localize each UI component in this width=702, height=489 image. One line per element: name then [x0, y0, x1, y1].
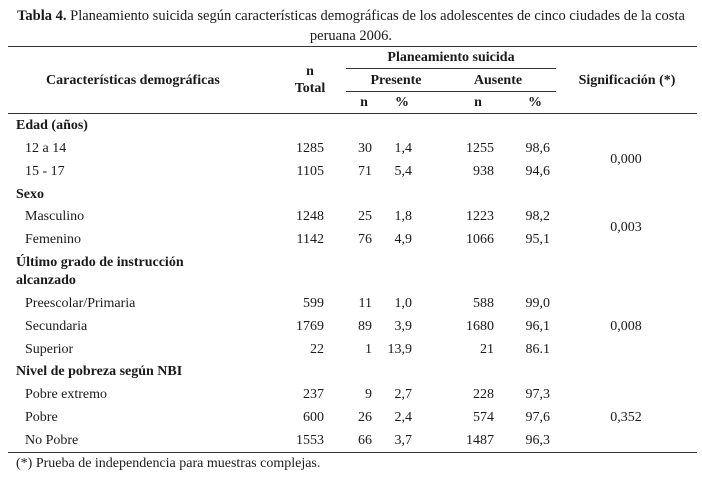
row-total: 1285 — [296, 141, 324, 156]
header-significance: Significación (*) — [578, 73, 676, 88]
row-label: Femenino — [25, 232, 81, 247]
header-n: n — [306, 64, 314, 79]
row-present-pct: 5,4 — [394, 164, 413, 179]
row-present-pct: 1,0 — [394, 296, 413, 311]
row-present-n: 11 — [358, 296, 372, 311]
row-present-n: 30 — [358, 141, 372, 156]
row-total: 1248 — [296, 209, 324, 224]
row-absent-n: 1223 — [466, 209, 494, 224]
row-label: Preescolar/Primaria — [25, 296, 136, 311]
row-absent-pct: 98,6 — [525, 141, 551, 156]
row-absent-pct: 96,1 — [525, 319, 551, 334]
row-present-pct: 1,4 — [394, 141, 413, 156]
row-absent-n: 588 — [473, 296, 494, 311]
row-label: Pobre — [25, 410, 58, 425]
significance-value-sexo: 0,003 — [610, 220, 642, 235]
row-label: Superior — [25, 342, 74, 357]
row-absent-pct: 99,0 — [525, 296, 551, 311]
row-absent-pct: 95,1 — [525, 232, 551, 247]
row-present-n: 1 — [365, 342, 372, 357]
subheader-present-pct: % — [395, 95, 409, 110]
row-absent-pct: 97,6 — [525, 410, 551, 425]
row-absent-n: 1680 — [466, 319, 494, 334]
row-present-n: 66 — [358, 433, 372, 448]
row-absent-n: 21 — [480, 342, 494, 357]
row-present-pct: 2,7 — [394, 387, 413, 402]
row-absent-pct: 97,3 — [525, 387, 551, 402]
row-absent-pct: 98,2 — [525, 209, 551, 224]
subheader-present-n: n — [360, 95, 368, 110]
subheader-absent-n: n — [474, 95, 482, 110]
row-total: 1553 — [296, 433, 324, 448]
row-label: 15 - 17 — [25, 164, 65, 179]
row-present-n: 26 — [358, 410, 372, 425]
header-present: Presente — [370, 73, 422, 88]
row-label: No Pobre — [25, 433, 79, 448]
row-label: Secundaria — [25, 319, 88, 334]
row-present-n: 71 — [358, 164, 372, 179]
row-total: 600 — [303, 410, 324, 425]
row-present-n: 89 — [358, 319, 372, 334]
row-absent-n: 1066 — [466, 232, 494, 247]
row-total: 1105 — [296, 164, 324, 179]
header-planning: Planeamiento suicida — [387, 50, 515, 65]
row-label: Masculino — [25, 209, 85, 224]
group-title-edad: Edad (años) — [16, 118, 88, 133]
header-rule — [8, 113, 697, 114]
header-characteristics: Características demográficas — [46, 73, 220, 88]
row-absent-n: 1487 — [466, 433, 494, 448]
header-absent: Ausente — [473, 73, 523, 88]
row-absent-n: 1255 — [466, 141, 494, 156]
row-total: 237 — [303, 387, 324, 402]
caption-text: Planeamiento suicida según característic… — [66, 8, 685, 44]
row-total: 22 — [310, 342, 324, 357]
row-present-n: 76 — [358, 232, 372, 247]
table-caption: Tabla 4. Planeamiento suicida según cara… — [8, 6, 694, 46]
row-absent-pct: 86.1 — [525, 342, 551, 357]
subheader-absent-pct: % — [528, 95, 542, 110]
significance-value-instruccion: 0,008 — [610, 319, 642, 334]
row-present-pct: 13,9 — [387, 342, 413, 357]
group-title-sexo: Sexo — [16, 187, 44, 202]
row-absent-n: 228 — [473, 387, 494, 402]
row-absent-n: 938 — [473, 164, 494, 179]
row-present-pct: 3,9 — [394, 319, 413, 334]
group-title-instruccion-cont: alcanzado — [16, 273, 76, 288]
row-label: Pobre extremo — [25, 387, 108, 402]
caption-label: Tabla 4. — [17, 8, 67, 24]
row-total: 1769 — [296, 319, 324, 334]
row-present-pct: 4,9 — [394, 232, 413, 247]
row-present-pct: 3,7 — [394, 433, 413, 448]
header-total: Total — [294, 81, 326, 96]
bottom-rule — [8, 452, 697, 453]
top-rule — [8, 46, 697, 47]
row-absent-pct: 96,3 — [525, 433, 551, 448]
row-present-pct: 1,8 — [394, 209, 413, 224]
group-title-instruccion: Último grado de instrucción — [16, 255, 184, 270]
row-present-pct: 2,4 — [394, 410, 413, 425]
row-absent-pct: 94,6 — [525, 164, 551, 179]
row-present-n: 25 — [358, 209, 372, 224]
table-footnote: (*) Prueba de independencia para muestra… — [16, 456, 321, 471]
row-absent-n: 574 — [473, 410, 494, 425]
subheader-rule — [346, 91, 556, 92]
row-label: 12 a 14 — [25, 141, 67, 156]
row-total: 1142 — [296, 232, 324, 247]
significance-value-edad: 0,000 — [610, 152, 642, 167]
row-total: 599 — [303, 296, 324, 311]
planning-rule — [346, 68, 556, 69]
row-present-n: 9 — [365, 387, 372, 402]
significance-value-pobreza: 0,352 — [610, 410, 642, 425]
group-title-pobreza: Nivel de pobreza según NBI — [16, 364, 183, 379]
